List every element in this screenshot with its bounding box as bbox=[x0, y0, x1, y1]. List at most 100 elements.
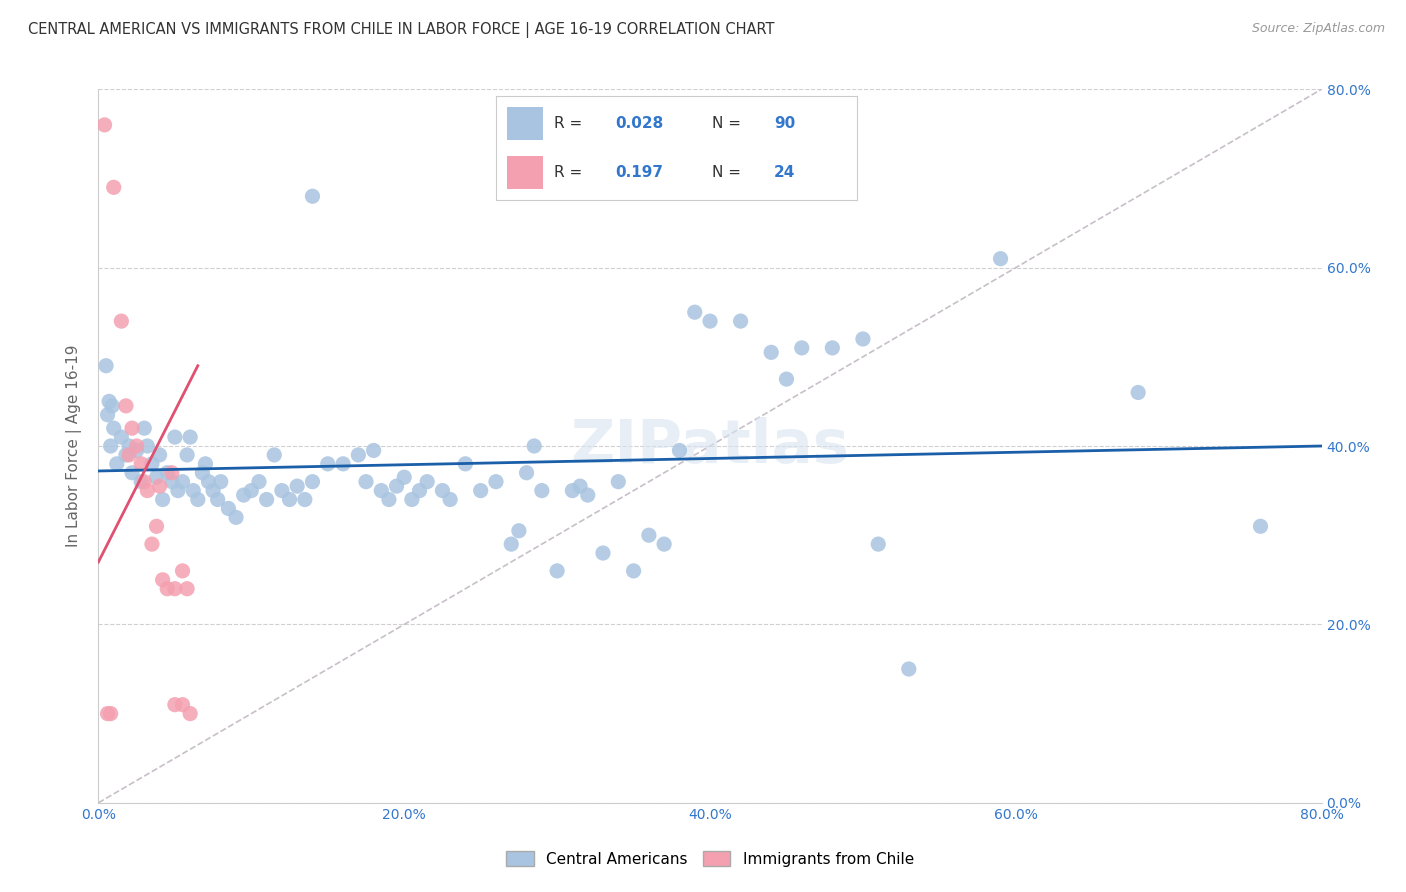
Point bbox=[94, 359, 117, 373]
Point bbox=[103, 421, 125, 435]
Point bbox=[129, 475, 152, 489]
Point bbox=[179, 706, 201, 721]
Point bbox=[145, 519, 167, 533]
Point bbox=[530, 483, 553, 498]
Point bbox=[209, 475, 232, 489]
Point bbox=[263, 448, 285, 462]
Point bbox=[97, 408, 120, 422]
Point bbox=[118, 439, 141, 453]
Point bbox=[207, 492, 229, 507]
Point bbox=[232, 488, 254, 502]
Point bbox=[378, 492, 401, 507]
Point bbox=[576, 488, 599, 502]
Point bbox=[136, 439, 159, 453]
Point bbox=[623, 564, 645, 578]
Point bbox=[145, 470, 167, 484]
Point bbox=[401, 492, 423, 507]
Point bbox=[301, 189, 323, 203]
Text: ZIPatlas: ZIPatlas bbox=[571, 417, 849, 475]
Point bbox=[179, 430, 201, 444]
Point bbox=[821, 341, 844, 355]
Point bbox=[347, 448, 370, 462]
Point bbox=[607, 475, 630, 489]
Point bbox=[569, 479, 592, 493]
Point bbox=[508, 524, 530, 538]
Point bbox=[160, 475, 183, 489]
Point bbox=[202, 483, 225, 498]
Point bbox=[683, 305, 706, 319]
Text: CENTRAL AMERICAN VS IMMIGRANTS FROM CHILE IN LABOR FORCE | AGE 16-19 CORRELATION: CENTRAL AMERICAN VS IMMIGRANTS FROM CHIL… bbox=[28, 22, 775, 38]
Point bbox=[278, 492, 301, 507]
Point bbox=[294, 492, 316, 507]
Point bbox=[152, 573, 174, 587]
Point bbox=[98, 394, 121, 409]
Point bbox=[110, 430, 132, 444]
Point bbox=[176, 448, 198, 462]
Point bbox=[187, 492, 209, 507]
Point bbox=[501, 537, 523, 551]
Point bbox=[470, 483, 492, 498]
Point bbox=[730, 314, 752, 328]
Point bbox=[852, 332, 875, 346]
Point bbox=[152, 492, 174, 507]
Point bbox=[485, 475, 508, 489]
Point bbox=[194, 457, 217, 471]
Point bbox=[149, 448, 172, 462]
Point bbox=[363, 443, 385, 458]
Text: Source: ZipAtlas.com: Source: ZipAtlas.com bbox=[1251, 22, 1385, 36]
Point bbox=[141, 457, 163, 471]
Point bbox=[156, 466, 179, 480]
Point bbox=[240, 483, 263, 498]
Point bbox=[652, 537, 675, 551]
Point bbox=[100, 439, 122, 453]
Point bbox=[270, 483, 292, 498]
Point bbox=[775, 372, 797, 386]
Point bbox=[561, 483, 583, 498]
Point bbox=[197, 475, 219, 489]
Point bbox=[156, 582, 179, 596]
Point bbox=[354, 475, 377, 489]
Point bbox=[699, 314, 721, 328]
Point bbox=[93, 118, 115, 132]
Y-axis label: In Labor Force | Age 16-19: In Labor Force | Age 16-19 bbox=[66, 344, 83, 548]
Point bbox=[432, 483, 454, 498]
Point bbox=[181, 483, 204, 498]
Point bbox=[416, 475, 439, 489]
Point bbox=[191, 466, 214, 480]
Point bbox=[172, 475, 194, 489]
Point bbox=[101, 399, 124, 413]
Point bbox=[247, 475, 270, 489]
Point bbox=[316, 457, 339, 471]
Point bbox=[110, 314, 132, 328]
Point bbox=[301, 475, 323, 489]
Point bbox=[141, 537, 163, 551]
Point bbox=[225, 510, 247, 524]
Point bbox=[1249, 519, 1271, 533]
Point bbox=[990, 252, 1012, 266]
Point bbox=[121, 466, 143, 480]
Point bbox=[100, 706, 122, 721]
Point bbox=[103, 180, 125, 194]
Point bbox=[172, 698, 194, 712]
Point bbox=[370, 483, 392, 498]
Point bbox=[868, 537, 890, 551]
Point bbox=[790, 341, 813, 355]
Point bbox=[129, 457, 152, 471]
Point bbox=[637, 528, 661, 542]
Point bbox=[516, 466, 538, 480]
Point bbox=[439, 492, 461, 507]
Point bbox=[454, 457, 477, 471]
Point bbox=[256, 492, 278, 507]
Point bbox=[1128, 385, 1150, 400]
Point bbox=[592, 546, 614, 560]
Point bbox=[392, 470, 416, 484]
Point bbox=[163, 430, 186, 444]
Point bbox=[134, 475, 156, 489]
Point bbox=[167, 483, 190, 498]
Point bbox=[125, 443, 148, 458]
Point bbox=[118, 448, 141, 462]
Point bbox=[134, 421, 156, 435]
Point bbox=[149, 479, 172, 493]
Point bbox=[759, 345, 782, 359]
Point bbox=[163, 582, 186, 596]
